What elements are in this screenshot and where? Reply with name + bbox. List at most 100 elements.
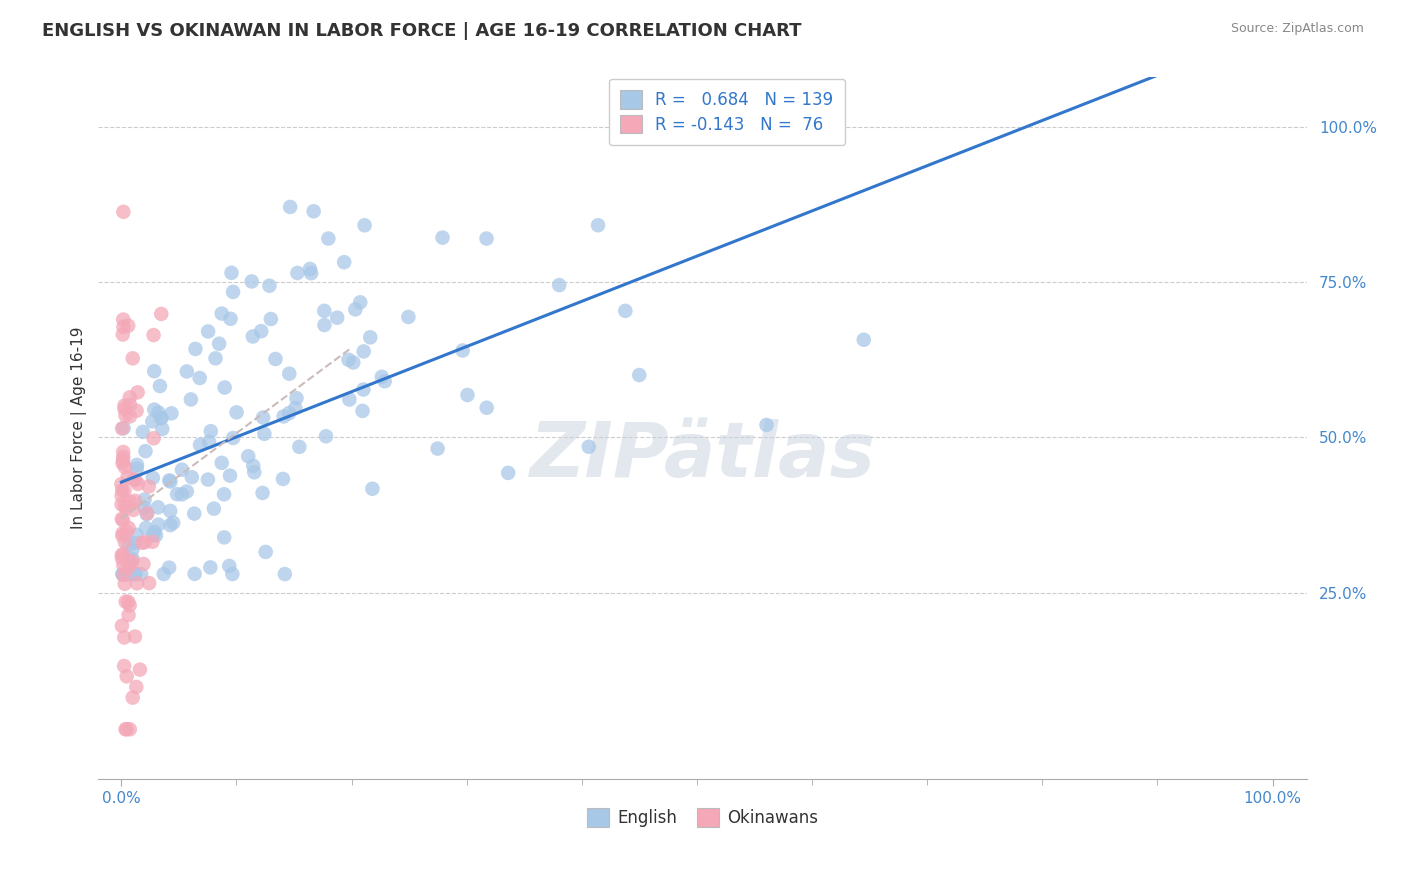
Point [117,538,139,552]
Point [152,567,174,582]
Point [114,535,136,549]
Point [142,528,165,542]
Point [170,463,193,477]
Point [134,500,156,515]
Point [141,534,163,549]
Point [118,599,141,613]
Point [112,631,135,645]
Point [111,456,134,470]
Point [127,385,149,400]
Point [219,311,242,326]
Point [183,507,205,521]
Point [112,450,135,464]
Point [143,402,166,417]
Point [129,663,152,677]
Point [302,204,325,219]
Point [361,482,384,496]
Point [111,327,134,342]
Point [315,429,337,443]
Point [110,477,132,491]
Point [115,669,138,683]
Point [374,374,396,388]
Point [222,431,245,445]
Point [111,548,134,562]
Point [221,266,243,280]
Point [250,324,273,338]
Point [755,417,778,432]
Text: ENGLISH VS OKINAWAN IN LABOR FORCE | AGE 16-19 CORRELATION CHART: ENGLISH VS OKINAWAN IN LABOR FORCE | AGE… [42,22,801,40]
Point [204,351,226,366]
Point [121,690,143,705]
Point [240,275,263,289]
Point [122,472,145,486]
Point [115,723,138,737]
Point [146,500,169,515]
Point [176,484,198,499]
Point [124,473,146,487]
Point [198,434,221,449]
Point [111,551,134,566]
Point [124,567,146,582]
Point [273,409,295,424]
Point [114,399,136,413]
Point [118,390,141,404]
Point [287,266,309,280]
Point [121,566,143,581]
Point [212,487,235,501]
Point [214,380,236,394]
Point [121,351,143,366]
Point [111,567,134,582]
Point [278,406,301,420]
Point [344,302,367,317]
Point [114,567,136,582]
Point [125,528,148,542]
Point [284,401,307,415]
Point [349,295,371,310]
Point [114,594,136,608]
Point [333,255,356,269]
Point [114,409,136,423]
Point [285,391,308,405]
Point [138,479,160,493]
Point [115,501,138,516]
Point [371,369,394,384]
Y-axis label: In Labor Force | Age 16-19: In Labor Force | Age 16-19 [72,327,87,530]
Point [432,230,454,244]
Point [578,440,600,454]
Point [218,558,240,573]
Point [253,426,276,441]
Point [124,567,146,582]
Point [264,351,287,366]
Point [134,444,156,458]
Point [112,319,135,334]
Point [252,410,274,425]
Point [131,535,153,549]
Point [125,403,148,417]
Point [112,568,135,582]
Point [288,440,311,454]
Point [271,472,294,486]
Point [121,554,143,568]
Point [162,516,184,530]
Point [110,497,132,511]
Point [180,392,202,407]
Point [149,379,172,393]
Point [125,680,148,694]
Point [118,409,141,424]
Point [143,524,166,539]
Point [586,219,609,233]
Point [157,474,180,488]
Point [148,405,170,419]
Point [238,449,260,463]
Point [135,521,157,535]
Point [114,483,136,498]
Point [125,461,148,475]
Point [298,262,321,277]
Point [159,504,181,518]
Point [129,567,152,582]
Point [112,558,135,573]
Point [145,528,167,542]
Point [208,336,231,351]
Point [132,557,155,571]
Point [197,473,219,487]
